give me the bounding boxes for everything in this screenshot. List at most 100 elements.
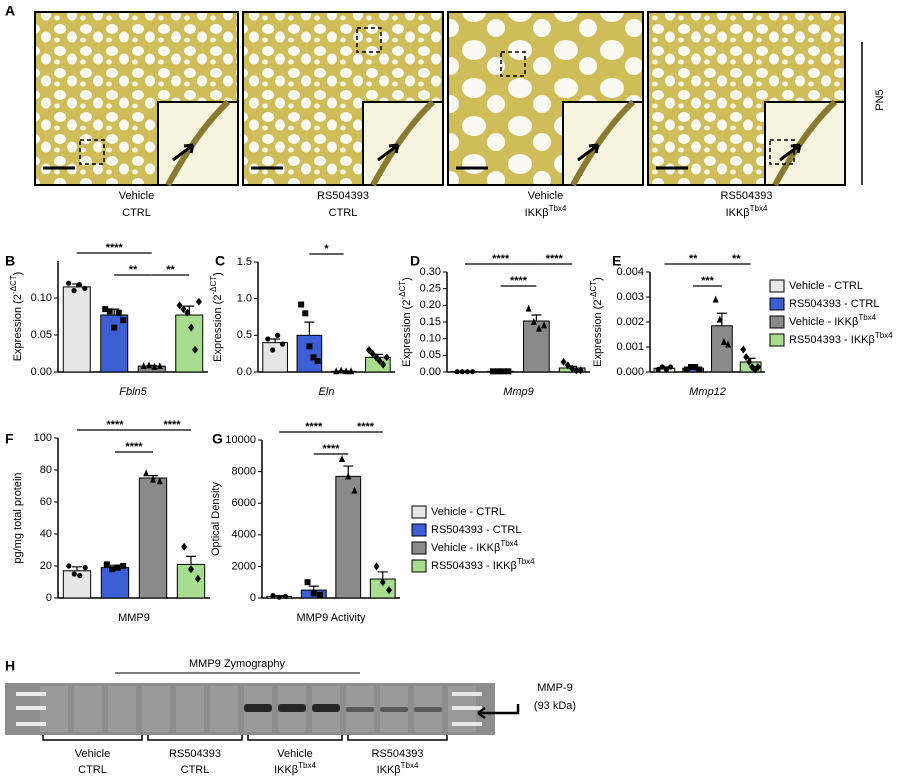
text-part: CTRL	[181, 764, 210, 776]
y-tick-label: 0	[250, 592, 256, 604]
side-label: PN5	[874, 89, 886, 110]
superscript: Tbx4	[401, 761, 419, 770]
data-point	[500, 368, 506, 374]
group-label: IKKβTbx4	[274, 761, 316, 776]
text-part: )	[212, 272, 224, 276]
data-point	[526, 305, 532, 312]
text-part: Vehicle - CTRL	[789, 280, 863, 292]
y-tick-label: 60	[40, 496, 52, 508]
text-part: Expression (2	[212, 295, 224, 362]
legend-label: RS504393 - CTRL	[789, 298, 880, 310]
y-tick-label: 10000	[225, 434, 256, 446]
bar	[176, 315, 203, 372]
legend-swatch	[770, 298, 784, 310]
legend-swatch	[770, 316, 784, 328]
y-tick-label: 1.0	[237, 293, 252, 305]
y-tick-label: 0.05	[31, 329, 52, 341]
group-label: CTRL	[78, 764, 107, 776]
data-point	[298, 302, 304, 308]
data-point	[315, 358, 321, 364]
text-part: RS504393 - CTRL	[789, 298, 880, 310]
bar	[336, 476, 361, 598]
y-axis-label: Expression (2-ΔCT)	[9, 272, 24, 362]
data-point	[120, 563, 126, 569]
ladder-band	[16, 722, 46, 726]
inset	[158, 102, 238, 185]
text-part: Vehicle - CTRL	[431, 506, 505, 518]
data-point	[83, 565, 88, 570]
panel-letter: H	[5, 658, 15, 674]
panel-letter: B	[5, 253, 15, 269]
significance-label: ***	[701, 275, 715, 287]
data-point	[505, 368, 511, 374]
legend-swatch	[770, 280, 784, 292]
significance-label: **	[689, 253, 698, 265]
y-tick-label: 40	[40, 528, 52, 540]
y-tick-label: 0.10	[31, 292, 52, 304]
significance-label: **	[166, 264, 175, 276]
text-part: CTRL	[78, 764, 107, 776]
gel-lane	[108, 686, 136, 732]
legend-label: RS504393 - IKKβTbx4	[431, 557, 535, 572]
data-point	[143, 469, 149, 476]
y-tick-label: 4000	[232, 529, 256, 541]
significance-label: ****	[546, 253, 564, 265]
group-label: Vehicle	[75, 748, 110, 760]
text-part: IKKβ	[726, 207, 750, 219]
superscript: Tbx4	[875, 331, 893, 340]
group-label: IKKβTbx4	[726, 204, 768, 219]
gel-band	[380, 707, 408, 712]
text-part: CTRL	[329, 207, 358, 219]
superscript: -ΔCT	[209, 276, 218, 295]
y-tick-label: 0.002	[616, 316, 644, 328]
text-part: Optical Density	[210, 482, 222, 556]
group-bracket	[248, 735, 342, 740]
gel-band	[278, 704, 306, 712]
gel-band	[312, 704, 340, 712]
text-part: CTRL	[122, 207, 151, 219]
text-part: Expression (2	[592, 300, 604, 367]
data-point	[348, 367, 354, 374]
legend-label: RS504393 - IKKβTbx4	[789, 331, 893, 346]
y-tick-label: 0.10	[420, 333, 441, 345]
data-point	[270, 593, 275, 598]
ladder-band	[452, 692, 482, 696]
y-tick-label: 0.5	[237, 329, 252, 341]
ladder-band	[452, 706, 482, 710]
x-axis-label: MMP9 Activity	[296, 612, 366, 624]
significance-label: *	[324, 243, 329, 255]
group-label: RS504393	[372, 748, 424, 760]
text-part: RS504393 - IKKβ	[431, 560, 517, 572]
data-point	[104, 561, 110, 567]
data-point	[120, 317, 126, 323]
text-part: Vehicle - IKKβ	[431, 542, 500, 554]
text-part: )	[401, 277, 413, 281]
band-size: (93 kDa)	[534, 700, 576, 712]
y-tick-label: 0.003	[616, 291, 644, 303]
text-part: RS504393 - CTRL	[431, 524, 522, 536]
bar	[297, 335, 322, 372]
gel-title: MMP9 Zymography	[189, 658, 285, 670]
error-bar	[309, 586, 319, 590]
data-point	[270, 347, 275, 352]
y-tick-label: 100	[34, 432, 52, 444]
legend-swatch	[770, 334, 784, 346]
gel-lane	[176, 686, 204, 732]
data-point	[311, 590, 317, 596]
legend-label: Vehicle - IKKβTbx4	[431, 539, 519, 554]
y-tick-label: 0.00	[420, 366, 441, 378]
significance-label: ****	[510, 275, 528, 287]
text-part: Expression (2	[401, 300, 413, 367]
significance-label: ****	[322, 443, 340, 455]
y-axis-label: Optical Density	[210, 482, 222, 556]
y-axis-label: Expression (2-ΔCT)	[589, 277, 604, 367]
data-point	[306, 343, 312, 349]
data-point	[116, 310, 122, 316]
significance-label: **	[129, 264, 138, 276]
data-point	[71, 288, 76, 293]
y-tick-label: 0.20	[420, 299, 441, 311]
data-point	[465, 369, 470, 374]
data-point	[455, 369, 460, 374]
x-axis-label: Fbln5	[119, 386, 147, 398]
